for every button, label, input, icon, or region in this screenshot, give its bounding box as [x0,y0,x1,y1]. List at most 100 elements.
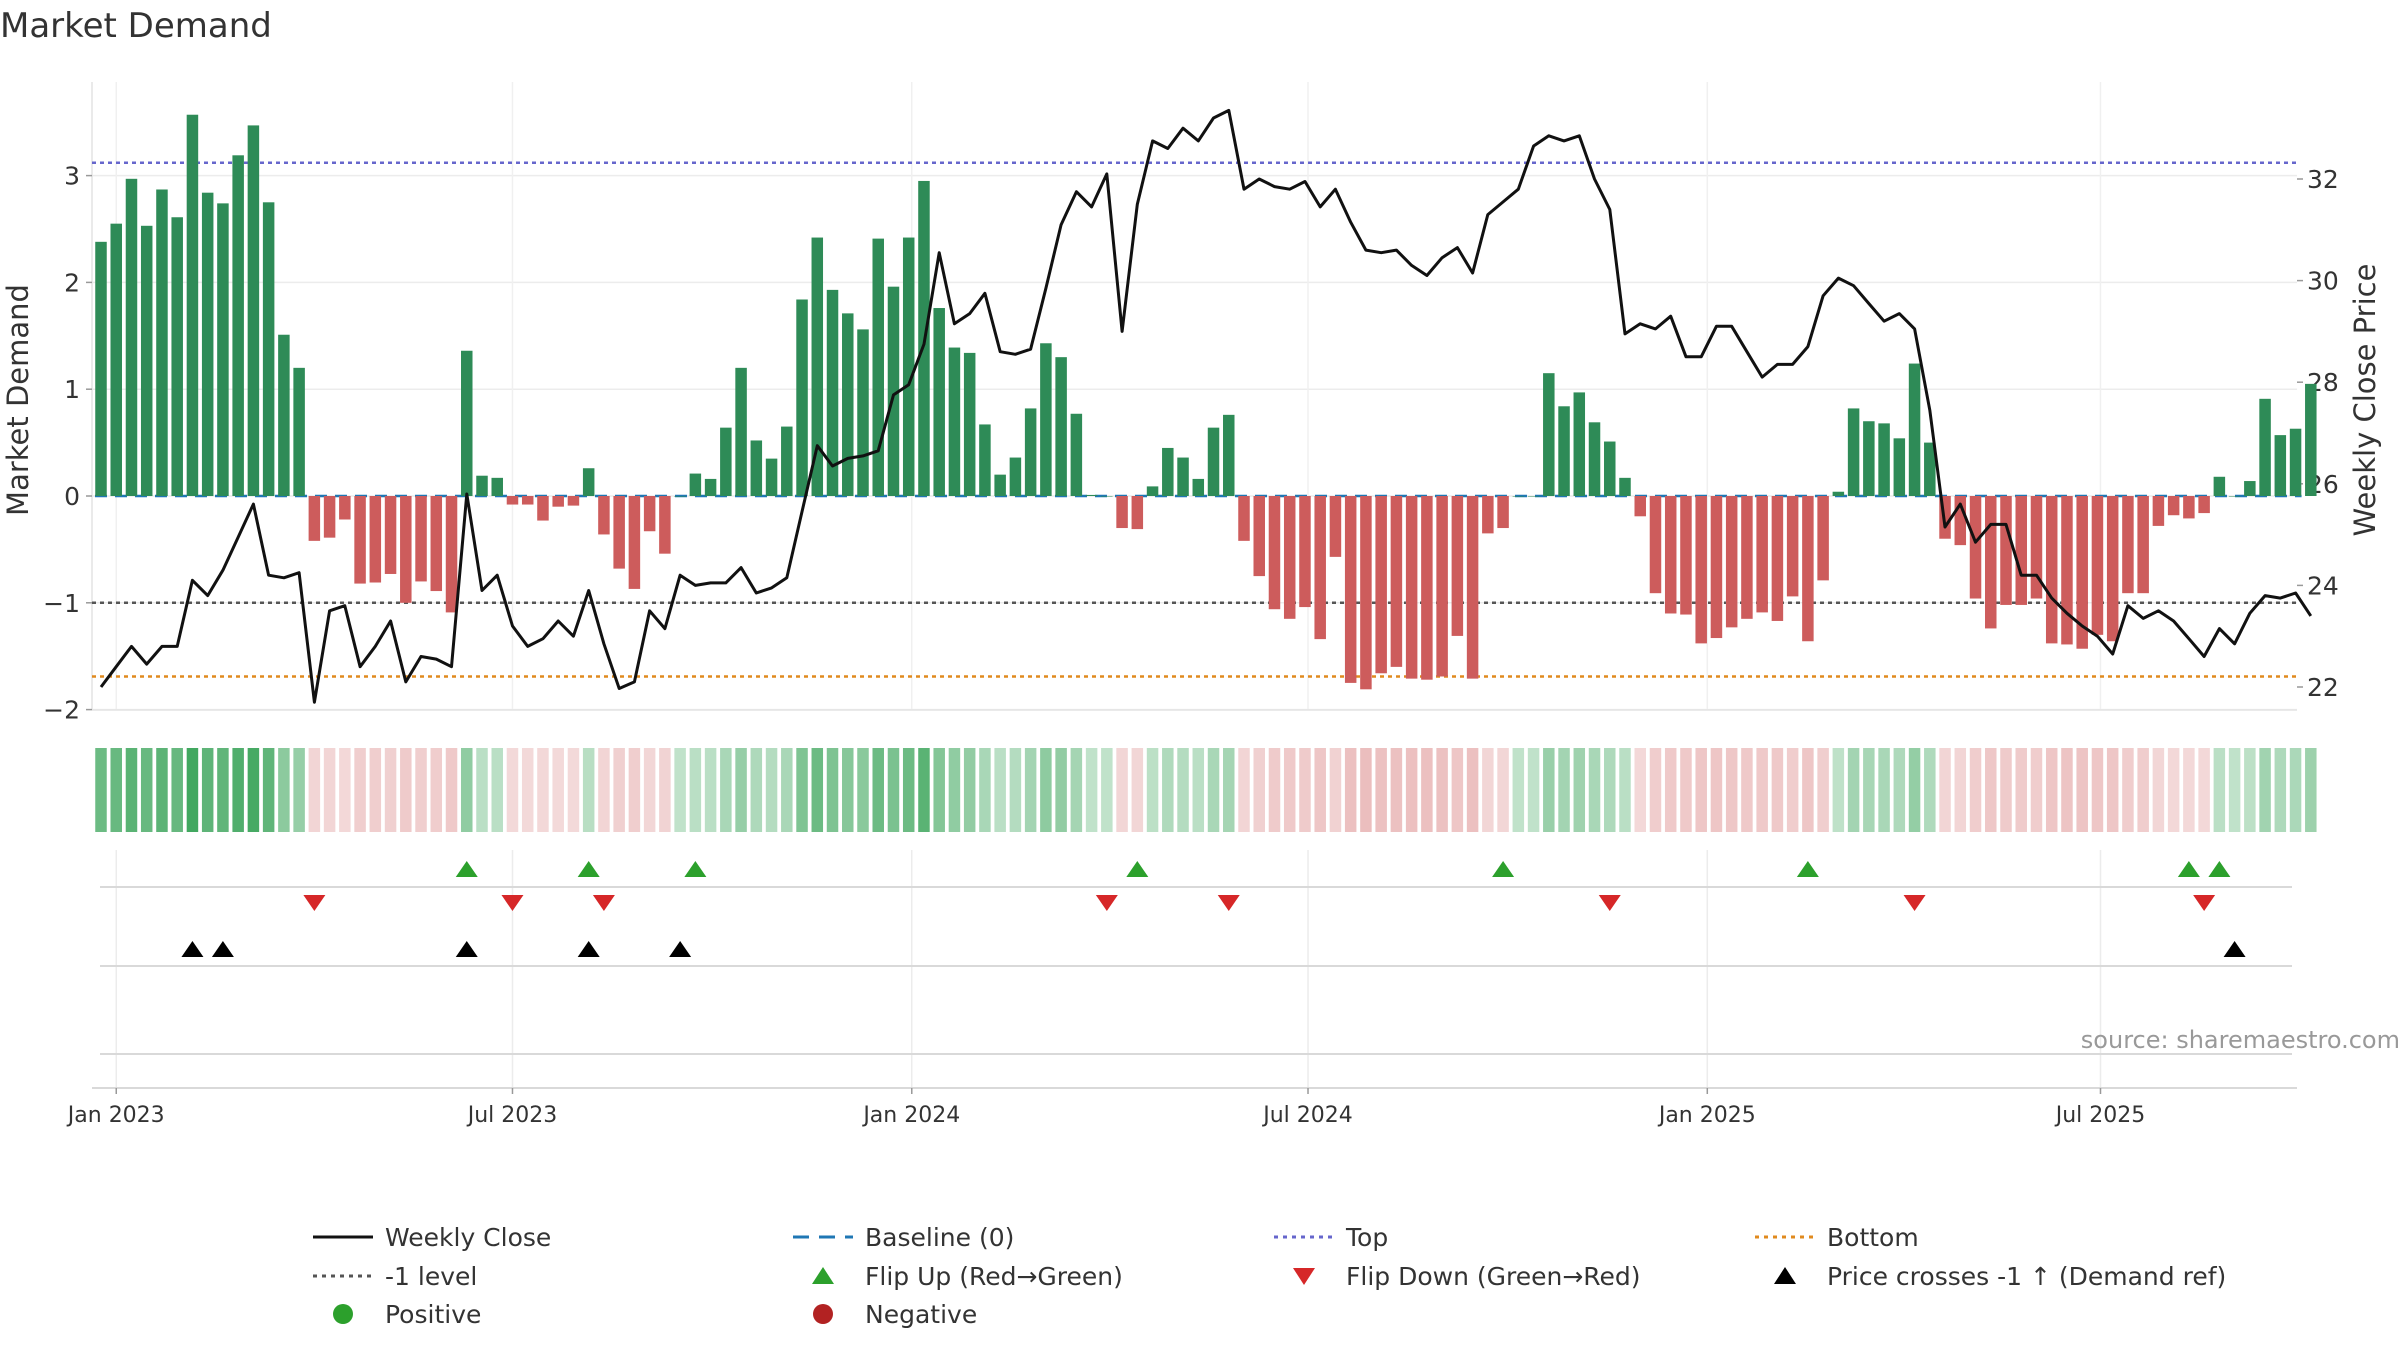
heat-cell [2152,748,2165,832]
demand-bar [765,458,778,496]
demand-bar [2091,496,2104,635]
heat-cell [1695,748,1707,832]
x-tick-label: Jul 2024 [1261,1103,1353,1128]
heat-cell [2167,748,2180,832]
heat-cell [521,748,534,832]
heat-cell [598,748,610,832]
heat-cell [2061,748,2073,832]
flip-down-marker [1903,895,1926,911]
heat-cell [948,748,961,832]
demand-bar [1893,438,1906,496]
demand-bar [857,329,869,496]
demand-bar [1375,496,1387,674]
heat-cell [750,748,763,832]
demand-bar [1238,496,1250,541]
heat-cell [1375,748,1387,832]
heat-cell [1954,748,1967,832]
demand-bar [1223,414,1235,496]
heat-cell [887,748,900,832]
heat-cell [1085,748,1098,832]
heat-cell [125,748,138,832]
legend-swatch-triangle-down [1293,1268,1315,1285]
heat-cell [201,748,214,832]
heat-cell [842,748,854,832]
demand-bar [1512,496,1525,497]
demand-bar [796,299,808,496]
demand-bar [1009,457,1022,496]
price-cross-marker [455,941,478,957]
demand-bar [2061,496,2073,645]
legend-label: Top [1345,1223,1388,1252]
heat-cell [339,748,351,832]
legend-swatch-dot [333,1304,353,1324]
demand-bar [1360,496,1372,690]
heat-cell [1756,748,1768,832]
demand-bar [445,496,458,613]
heat-cell [400,748,412,832]
heat-cell [2137,748,2149,832]
heat-cell [1802,748,1814,832]
heat-cell [95,748,107,832]
heat-cell [1588,748,1601,832]
heat-cell [2289,748,2302,832]
demand-bar [2289,428,2302,496]
heat-cell [1024,748,1037,832]
demand-bar [232,155,244,497]
legend-swatch-triangle-up [1774,1267,1796,1284]
demand-bar [1878,423,1890,496]
heat-cell [1893,748,1906,832]
heat-cell [963,748,976,832]
heat-cell [140,748,153,832]
legend-label: Negative [865,1300,977,1329]
heat-cell [811,748,824,832]
heat-cell [552,748,564,832]
demand-bar [1253,496,1265,577]
demand-bar [2167,496,2180,516]
demand-bar [369,496,382,583]
demand-bar [1405,496,1418,679]
demand-bar [1619,477,1631,496]
demand-bar [125,178,138,496]
heat-cell [506,748,519,832]
demand-bar [400,496,412,603]
heat-cell [430,748,443,832]
heat-cell [2015,748,2027,832]
demand-bar [1299,496,1311,608]
demand-bar [567,496,580,506]
demand-bar [1055,357,1067,496]
demand-bar [2228,496,2241,497]
demand-bar [506,496,519,505]
heat-cell [2274,748,2287,832]
heat-cell [1985,748,1997,832]
demand-bar [2274,435,2287,496]
heat-cell [2122,748,2134,832]
y-tick-label: −2 [43,696,80,725]
demand-bar [1421,496,1433,680]
heat-cell [613,748,625,832]
legend-label: Weekly Close [385,1223,551,1252]
demand-bar [2198,496,2210,514]
heat-cell [2030,748,2043,832]
demand-bar [1162,447,1174,496]
demand-bar [674,496,686,497]
x-axis-ticks: Jan 2023 Jul 2023 Jan 2024 Jul 2024 Jan 2025… [66,1088,2145,1128]
demand-bar [476,475,488,496]
legend-label: Flip Down (Green→Red) [1346,1262,1641,1291]
heat-cell [1116,748,1128,832]
heat-cell [1192,748,1205,832]
demand-bar [2152,496,2165,526]
demand-bar [659,496,671,554]
heat-cell [994,748,1006,832]
heat-cell [1207,748,1220,832]
heat-cell [2045,748,2058,832]
demand-bar [1710,496,1723,639]
demand-bar [1527,496,1540,497]
heat-cell [1162,748,1174,832]
heat-cell [1421,748,1433,832]
price-cross-marker [211,941,234,957]
heat-cell [857,748,869,832]
heat-cell [1299,748,1311,832]
demand-bar [1802,496,1814,642]
y-axis-label: Market Demand [1,284,35,516]
